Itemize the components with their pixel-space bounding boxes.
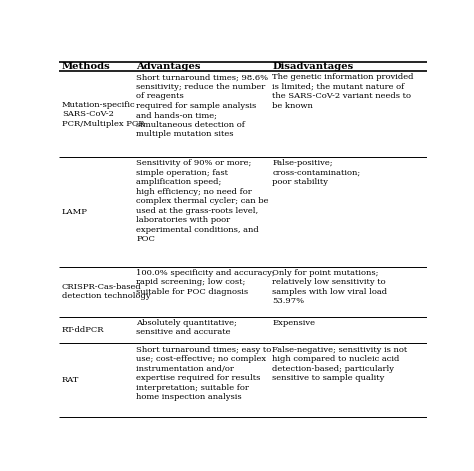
- Text: False-negative; sensitivity is not
high compared to nucleic acid
detection-based: False-negative; sensitivity is not high …: [272, 346, 408, 382]
- Text: The genetic information provided
is limited; the mutant nature of
the SARS-CoV-2: The genetic information provided is limi…: [272, 73, 414, 110]
- Text: Disadvantages: Disadvantages: [272, 62, 354, 71]
- Text: Absolutely quantitative;
sensitive and accurate: Absolutely quantitative; sensitive and a…: [137, 319, 237, 336]
- Text: False-positive;
cross-contamination;
poor stability: False-positive; cross-contamination; poo…: [272, 159, 361, 186]
- Text: LAMP: LAMP: [62, 208, 88, 216]
- Text: Short turnaround times; easy to
use; cost-effective; no complex
instrumentation : Short turnaround times; easy to use; cos…: [137, 346, 272, 401]
- Text: RT-ddPCR: RT-ddPCR: [62, 326, 104, 334]
- Text: Expensive: Expensive: [272, 319, 315, 327]
- Text: Mutation-specific
SARS-CoV-2
PCR/Multiplex PCR: Mutation-specific SARS-CoV-2 PCR/Multipl…: [62, 101, 144, 128]
- Text: Sensitivity of 90% or more;
simple operation; fast
amplification speed;
high eff: Sensitivity of 90% or more; simple opera…: [137, 159, 269, 243]
- Text: 100.0% specificity and accuracy;
rapid screening; low cost;
suitable for POC dia: 100.0% specificity and accuracy; rapid s…: [137, 268, 275, 296]
- Text: Advantages: Advantages: [137, 62, 201, 71]
- Text: Methods: Methods: [62, 62, 110, 71]
- Text: Only for point mutations;
relatively low sensitivity to
samples with low viral l: Only for point mutations; relatively low…: [272, 268, 387, 305]
- Text: Short turnaround times; 98.6%
sensitivity; reduce the number
of reagents
require: Short turnaround times; 98.6% sensitivit…: [137, 73, 268, 138]
- Text: RAT: RAT: [62, 376, 79, 384]
- Text: CRISPR-Cas-based
detection technology: CRISPR-Cas-based detection technology: [62, 283, 150, 300]
